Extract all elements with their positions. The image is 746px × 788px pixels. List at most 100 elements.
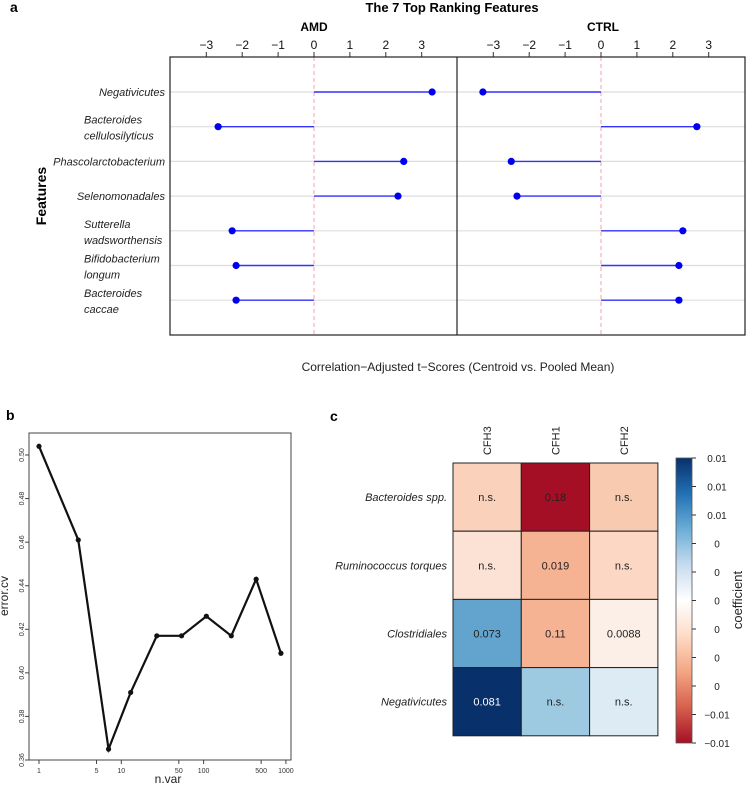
y-axis-title: Features — [33, 167, 49, 226]
lollipop-point — [228, 227, 236, 235]
colorbar-tick-label: 0.01 — [707, 454, 727, 465]
x-tick-label: 100 — [198, 768, 210, 775]
cell-value: 0.073 — [473, 629, 501, 641]
cell-value: 0.11 — [545, 629, 566, 641]
x-tick-label: −3 — [486, 38, 500, 52]
cell-value: n.s. — [478, 492, 496, 504]
heatmap-cell — [589, 462, 659, 532]
column-label: CFH1 — [550, 426, 562, 455]
cell-value: 0.019 — [542, 560, 570, 572]
lollipop-point — [214, 123, 222, 131]
lollipop-point — [394, 192, 402, 200]
cell-value: n.s. — [615, 560, 633, 572]
lollipop-point — [513, 192, 521, 200]
category-label: Negativicutes — [99, 87, 166, 99]
colorbar — [675, 457, 693, 744]
panel-label-a: a — [10, 0, 18, 15]
colorbar-tick-label: −0.01 — [704, 739, 730, 750]
heatmap-cell — [452, 462, 522, 532]
data-point — [154, 633, 160, 639]
colorbar-tick-label: 0 — [714, 597, 720, 608]
x-tick-label: 50 — [175, 768, 183, 775]
heatmap-cell — [589, 667, 659, 737]
heatmap-cell — [520, 667, 591, 737]
lollipop-point — [507, 157, 515, 165]
colorbar-tick-label: 0 — [714, 540, 720, 551]
y-tick-label: 0.44 — [19, 579, 26, 593]
colorbar-tick-label: 0 — [714, 568, 720, 579]
lollipop-point — [679, 227, 687, 235]
heatmap-cell — [520, 530, 591, 600]
x-tick-label: 5 — [95, 768, 99, 775]
chart-title: The 7 Top Ranking Features — [365, 0, 538, 15]
x-tick-label: −1 — [271, 38, 285, 52]
heatmap-cell — [520, 598, 591, 669]
row-label: Negativicutes — [381, 697, 448, 709]
x-tick-label: 2 — [669, 38, 676, 52]
data-point — [278, 650, 284, 656]
category-label: cellulosilyticus — [84, 131, 154, 143]
panel-c: c coefficient Bacteroides spp. n.s. 0.18 n.… — [330, 408, 745, 750]
category-label: Bacteroides — [84, 115, 143, 127]
data-point — [128, 689, 134, 696]
facet-label-ctrl: CTRL — [587, 20, 619, 34]
lollipop-point — [693, 123, 701, 131]
x-tick-label: 1 — [347, 38, 354, 52]
y-tick-label: 0.36 — [19, 753, 26, 767]
y-tick-label: 0.42 — [19, 622, 26, 636]
x-tick-label: 0 — [598, 38, 605, 52]
y-tick-label: 0.38 — [19, 710, 26, 724]
cell-value: n.s. — [615, 492, 633, 504]
heatmap-cell — [452, 667, 522, 737]
cell-value: n.s. — [478, 560, 496, 572]
lollipop-point — [675, 261, 683, 270]
data-point — [75, 537, 81, 543]
series-line — [37, 445, 282, 754]
colorbar-tick-label: 0 — [714, 682, 720, 693]
x-tick-label: 500 — [255, 768, 267, 775]
y-tick-label: 0.50 — [19, 448, 26, 462]
panel-b: b n.var error.cv 0.36 0.38 0.40 0.42 0.44 0.4… — [0, 407, 294, 786]
x-tick-label: 2 — [382, 38, 389, 52]
colorbar-tick-label: 0.01 — [707, 511, 727, 522]
x-tick-label: 10 — [117, 768, 125, 775]
row-label: Ruminococcus torques — [335, 560, 447, 572]
x-tick-label: −2 — [522, 38, 536, 52]
line-plot: 0.36 0.38 0.40 0.42 0.44 0.46 0.48 0.50 1 5 10 50 10… — [19, 432, 294, 775]
data-point — [203, 613, 209, 619]
lollipop-point — [400, 157, 408, 165]
y-axis-title: error.cv — [0, 576, 11, 616]
heatmap: Bacteroides spp. n.s. 0.18 n.s. Ruminococcus… — [335, 426, 730, 750]
plot-frame — [28, 432, 292, 761]
category-label: longum — [84, 270, 120, 282]
row-label: Bacteroides spp. — [365, 492, 447, 504]
x-tick-label: 1 — [37, 768, 41, 775]
cell-value: 0.18 — [545, 492, 566, 504]
colorbar-tick-label: 0 — [714, 654, 720, 665]
category-label: Bifidobacterium — [84, 254, 160, 266]
x-tick-label: −3 — [199, 38, 213, 52]
category-label: wadsworthensis — [84, 235, 163, 247]
data-point — [228, 633, 234, 639]
data-point — [105, 746, 112, 752]
lollipop-point — [675, 296, 683, 304]
panel-a: a The 7 Top Ranking Features AMD CTRL Fe… — [10, 0, 746, 374]
y-tick-label: 0.46 — [19, 535, 26, 549]
category-label: Sutterella — [84, 219, 130, 231]
x-tick-label: 3 — [705, 38, 712, 52]
facet-label-amd: AMD — [300, 20, 328, 34]
x-tick-label: 3 — [418, 38, 425, 52]
x-tick-label: 1000 — [278, 768, 294, 775]
heatmap-cell — [452, 530, 522, 600]
lollipop-point — [232, 296, 240, 304]
colorbar-title: coefficient — [730, 570, 745, 629]
category-label: Selenomonadales — [77, 191, 166, 203]
data-point — [36, 443, 42, 449]
heatmap-cell — [520, 462, 591, 532]
cell-value: n.s. — [615, 697, 633, 709]
colorbar-tick-label: −0.01 — [704, 711, 730, 722]
panel-label-b: b — [6, 407, 15, 423]
lollipop-point — [479, 88, 487, 96]
x-tick-label: 0 — [311, 38, 318, 52]
